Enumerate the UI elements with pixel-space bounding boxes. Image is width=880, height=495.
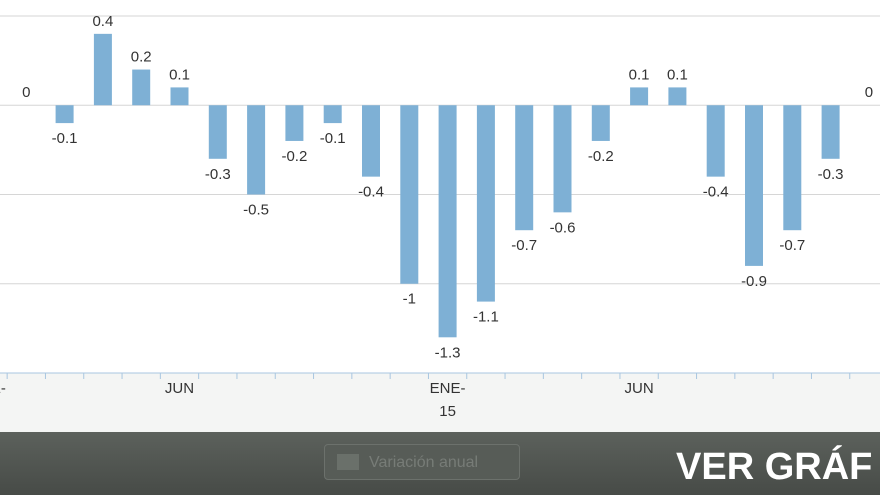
bar: [476, 105, 495, 302]
button-label: Variación anual: [369, 454, 479, 471]
value-label: -0.6: [550, 219, 576, 236]
footer-bar: Variación anual VER GRÁF: [0, 432, 880, 495]
bar: [170, 87, 189, 106]
value-label: 0.4: [92, 13, 113, 30]
bar: [55, 105, 74, 124]
bar: [285, 105, 304, 141]
bar: [821, 105, 840, 159]
value-label: -0.1: [52, 130, 78, 147]
bar: [400, 105, 419, 284]
bar: [362, 105, 380, 177]
bar: [132, 69, 151, 106]
value-label: -0.4: [358, 184, 384, 201]
value-label: -0.2: [281, 148, 307, 165]
bar: [438, 105, 457, 338]
bar: [553, 105, 572, 213]
value-label: -0.5: [243, 201, 269, 218]
x-tick-label: 15: [439, 403, 456, 420]
value-label: -0.4: [703, 184, 729, 201]
bar: [745, 105, 763, 266]
bar: [515, 105, 534, 231]
value-label: -1.3: [435, 344, 461, 361]
chart: -1.5-1-0.500.5ENE-140.20-0.10.40.2JUN0.1…: [0, 13, 880, 432]
value-label: 0: [865, 84, 873, 101]
bar: [668, 87, 687, 106]
value-label: 0.1: [169, 66, 190, 83]
x-tick-label: ENE-: [0, 380, 6, 397]
bar: [247, 105, 266, 195]
value-label: 0: [22, 84, 30, 101]
value-label: -0.7: [779, 237, 805, 254]
value-label: 0.1: [629, 66, 650, 83]
value-label: -0.9: [741, 273, 767, 290]
x-tick-label: JUN: [625, 380, 654, 397]
value-label: -0.7: [511, 237, 537, 254]
toggle-button[interactable]: Variación anual: [324, 444, 520, 480]
banner-text[interactable]: VER GRÁF: [676, 446, 873, 488]
bar: [208, 105, 227, 159]
value-label: -0.3: [818, 166, 844, 183]
bar: [323, 105, 342, 124]
x-tick-label: ENE-: [430, 380, 466, 397]
bar: [783, 105, 802, 231]
value-label: -0.1: [320, 130, 346, 147]
value-label: -1.1: [473, 309, 499, 326]
bar: [630, 87, 649, 106]
value-label: 0.2: [131, 49, 152, 66]
value-label: -1: [403, 291, 416, 308]
bar: [591, 105, 610, 141]
bar: [706, 105, 725, 177]
x-tick-label: JUN: [165, 380, 194, 397]
axis-band: [0, 373, 880, 432]
bar: [93, 33, 112, 106]
value-label: 0.1: [667, 66, 688, 83]
value-label: -0.2: [588, 148, 614, 165]
button-icon: [337, 454, 359, 470]
value-label: -0.3: [205, 166, 231, 183]
